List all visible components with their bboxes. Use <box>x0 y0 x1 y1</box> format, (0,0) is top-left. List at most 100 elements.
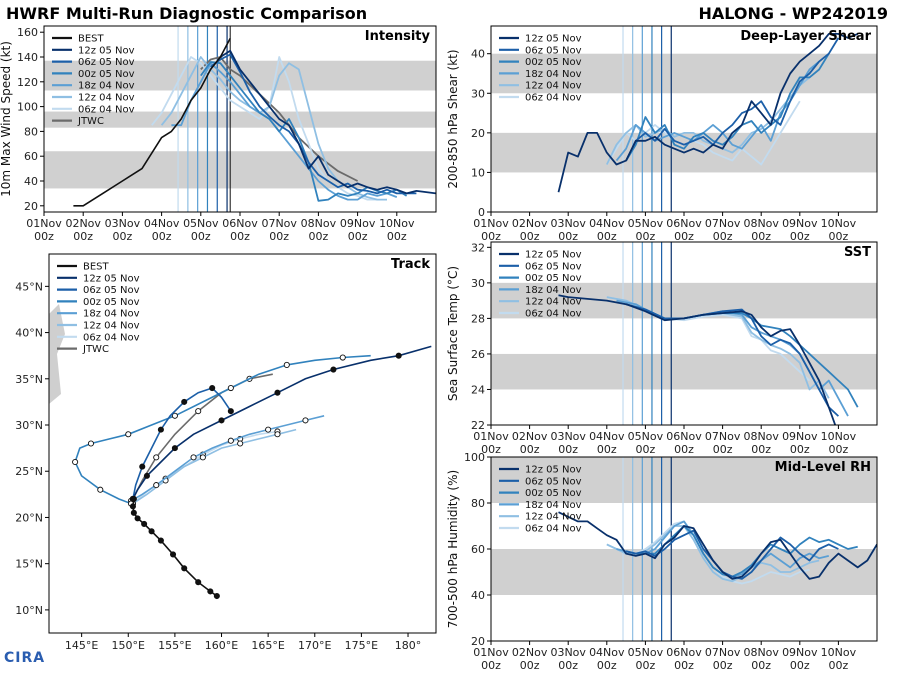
y-tick-label: 120 <box>17 76 38 89</box>
track-point <box>195 408 202 415</box>
x-tick-label: 08Nov <box>743 217 779 230</box>
y-tick-label: 80 <box>471 497 485 510</box>
x-tick-label: 10Nov <box>821 217 857 230</box>
track-point <box>227 408 234 415</box>
legend-label: 00z 05 Nov <box>525 488 582 499</box>
track-point <box>130 509 137 516</box>
x-tick-label: 06Nov <box>222 217 258 230</box>
sst-series-group <box>558 294 859 425</box>
y-tick-label: 40 <box>471 48 485 61</box>
x-tick-label: 00z <box>597 230 617 243</box>
x-tick-label: 00z <box>309 230 329 243</box>
track-point <box>213 592 220 600</box>
x-tick-label: 00z <box>558 230 578 243</box>
legend-label: 12z 05 Nov <box>83 273 140 284</box>
rh-panel-title: Mid-Level RH <box>775 460 871 475</box>
threshold-band <box>491 53 877 94</box>
x-tick-label: 00z <box>829 443 849 456</box>
x-tick-label: 00z <box>751 230 771 243</box>
y-tick-label: 30 <box>471 277 485 290</box>
series-line-12z-05-nov <box>558 511 877 580</box>
y-tick-label: 20°N <box>15 511 43 524</box>
y-tick-label: 25°N <box>15 465 43 478</box>
x-tick-label: 07Nov <box>705 217 741 230</box>
legend-label: 12z 04 Nov <box>525 81 582 92</box>
track-point <box>274 431 281 438</box>
x-tick-label: 05Nov <box>628 646 664 659</box>
legend-label: BEST <box>83 262 110 273</box>
x-tick-label: 03Nov <box>550 430 586 443</box>
series-line-12z-04-nov <box>160 56 387 201</box>
track-line-00z-05-nov <box>74 354 371 505</box>
x-tick-label: 00z <box>790 659 810 672</box>
x-tick-label: 04Nov <box>144 217 180 230</box>
track-point <box>171 412 178 419</box>
intensity-panel: 2040608010012014016001Nov00z02Nov00z03No… <box>0 25 437 243</box>
x-tick-label: 09Nov <box>782 430 818 443</box>
track-point <box>97 486 104 493</box>
x-tick-label: 00z <box>520 230 540 243</box>
track-line-12z-05-nov <box>132 345 432 500</box>
y-tick-label: 40 <box>471 589 485 602</box>
x-tick-label: 00z <box>674 443 694 456</box>
y-tick-label: 15°N <box>15 558 43 571</box>
legend-label: 06z 04 Nov <box>78 104 135 115</box>
track-point <box>274 389 281 396</box>
x-tick-label: 07Nov <box>261 217 297 230</box>
y-tick-label: 60 <box>471 543 485 556</box>
x-tick-label: 03Nov <box>550 217 586 230</box>
track-point <box>339 354 346 361</box>
x-tick-label: 01Nov <box>473 217 509 230</box>
series-line-12z-05-nov <box>557 33 859 193</box>
x-tick-label: 00z <box>152 230 172 243</box>
track-panel: 10°N 15°N 20°N 25°N 30°N 35°N 40°N 45°N 145°E 150… <box>15 253 437 652</box>
x-tick-label: 00z <box>829 659 849 672</box>
rh-ylabel: 700-500 hPa Humidity (%) <box>446 470 460 628</box>
x-tick-label: 10Nov <box>379 217 415 230</box>
intensity-ylabel: 10m Max Wind Speed (kt) <box>0 41 13 197</box>
track-point <box>130 495 137 503</box>
legend-label: 00z 05 Nov <box>525 273 582 284</box>
x-tick-label: 170°E <box>298 639 331 652</box>
x-tick-label: 00z <box>790 443 810 456</box>
x-tick-label: 160°E <box>205 639 238 652</box>
y-tick-label: 100 <box>17 101 38 114</box>
x-tick-label: 00z <box>348 230 368 243</box>
threshold-band <box>491 353 877 390</box>
x-tick-label: 00z <box>481 443 501 456</box>
track-point <box>395 352 402 359</box>
sst-ylabel: Sea Surface Temp (°C) <box>446 266 460 401</box>
y-tick-label: 10°N <box>15 604 43 617</box>
threshold-band <box>44 151 436 189</box>
legend-label: 00z 05 Nov <box>78 69 135 80</box>
y-tick-label: 40°N <box>15 327 43 340</box>
legend-label: 12z 04 Nov <box>83 321 140 332</box>
x-tick-label: 04Nov <box>589 430 625 443</box>
track-point <box>199 454 206 461</box>
series-line-12z-05-nov <box>219 49 436 195</box>
x-tick-label: 06Nov <box>666 430 702 443</box>
x-tick-label: 00z <box>269 230 289 243</box>
x-tick-label: 00z <box>191 230 211 243</box>
legend-label: 06z 05 Nov <box>83 285 140 296</box>
y-tick-label: 20 <box>471 635 485 648</box>
track-point <box>237 440 244 447</box>
track-point <box>181 398 188 405</box>
x-tick-label: 00z <box>597 659 617 672</box>
x-tick-label: 00z <box>597 443 617 456</box>
x-tick-label: 09Nov <box>782 646 818 659</box>
x-tick-label: 00z <box>636 659 656 672</box>
x-tick-label: 00z <box>558 659 578 672</box>
track-point <box>195 579 202 586</box>
y-tick-label: 22 <box>471 419 485 432</box>
x-tick-label: 00z <box>829 230 849 243</box>
x-tick-label: 180° <box>395 639 422 652</box>
legend-label: 18z 04 Nov <box>83 309 140 320</box>
x-tick-label: 09Nov <box>782 217 818 230</box>
x-tick-label: 00z <box>481 659 501 672</box>
cira-logo-text: CIRA <box>4 650 46 666</box>
x-tick-label: 00z <box>387 230 407 243</box>
sst-plot-bg <box>491 242 877 425</box>
land-shape <box>49 304 65 404</box>
x-tick-label: 07Nov <box>705 646 741 659</box>
